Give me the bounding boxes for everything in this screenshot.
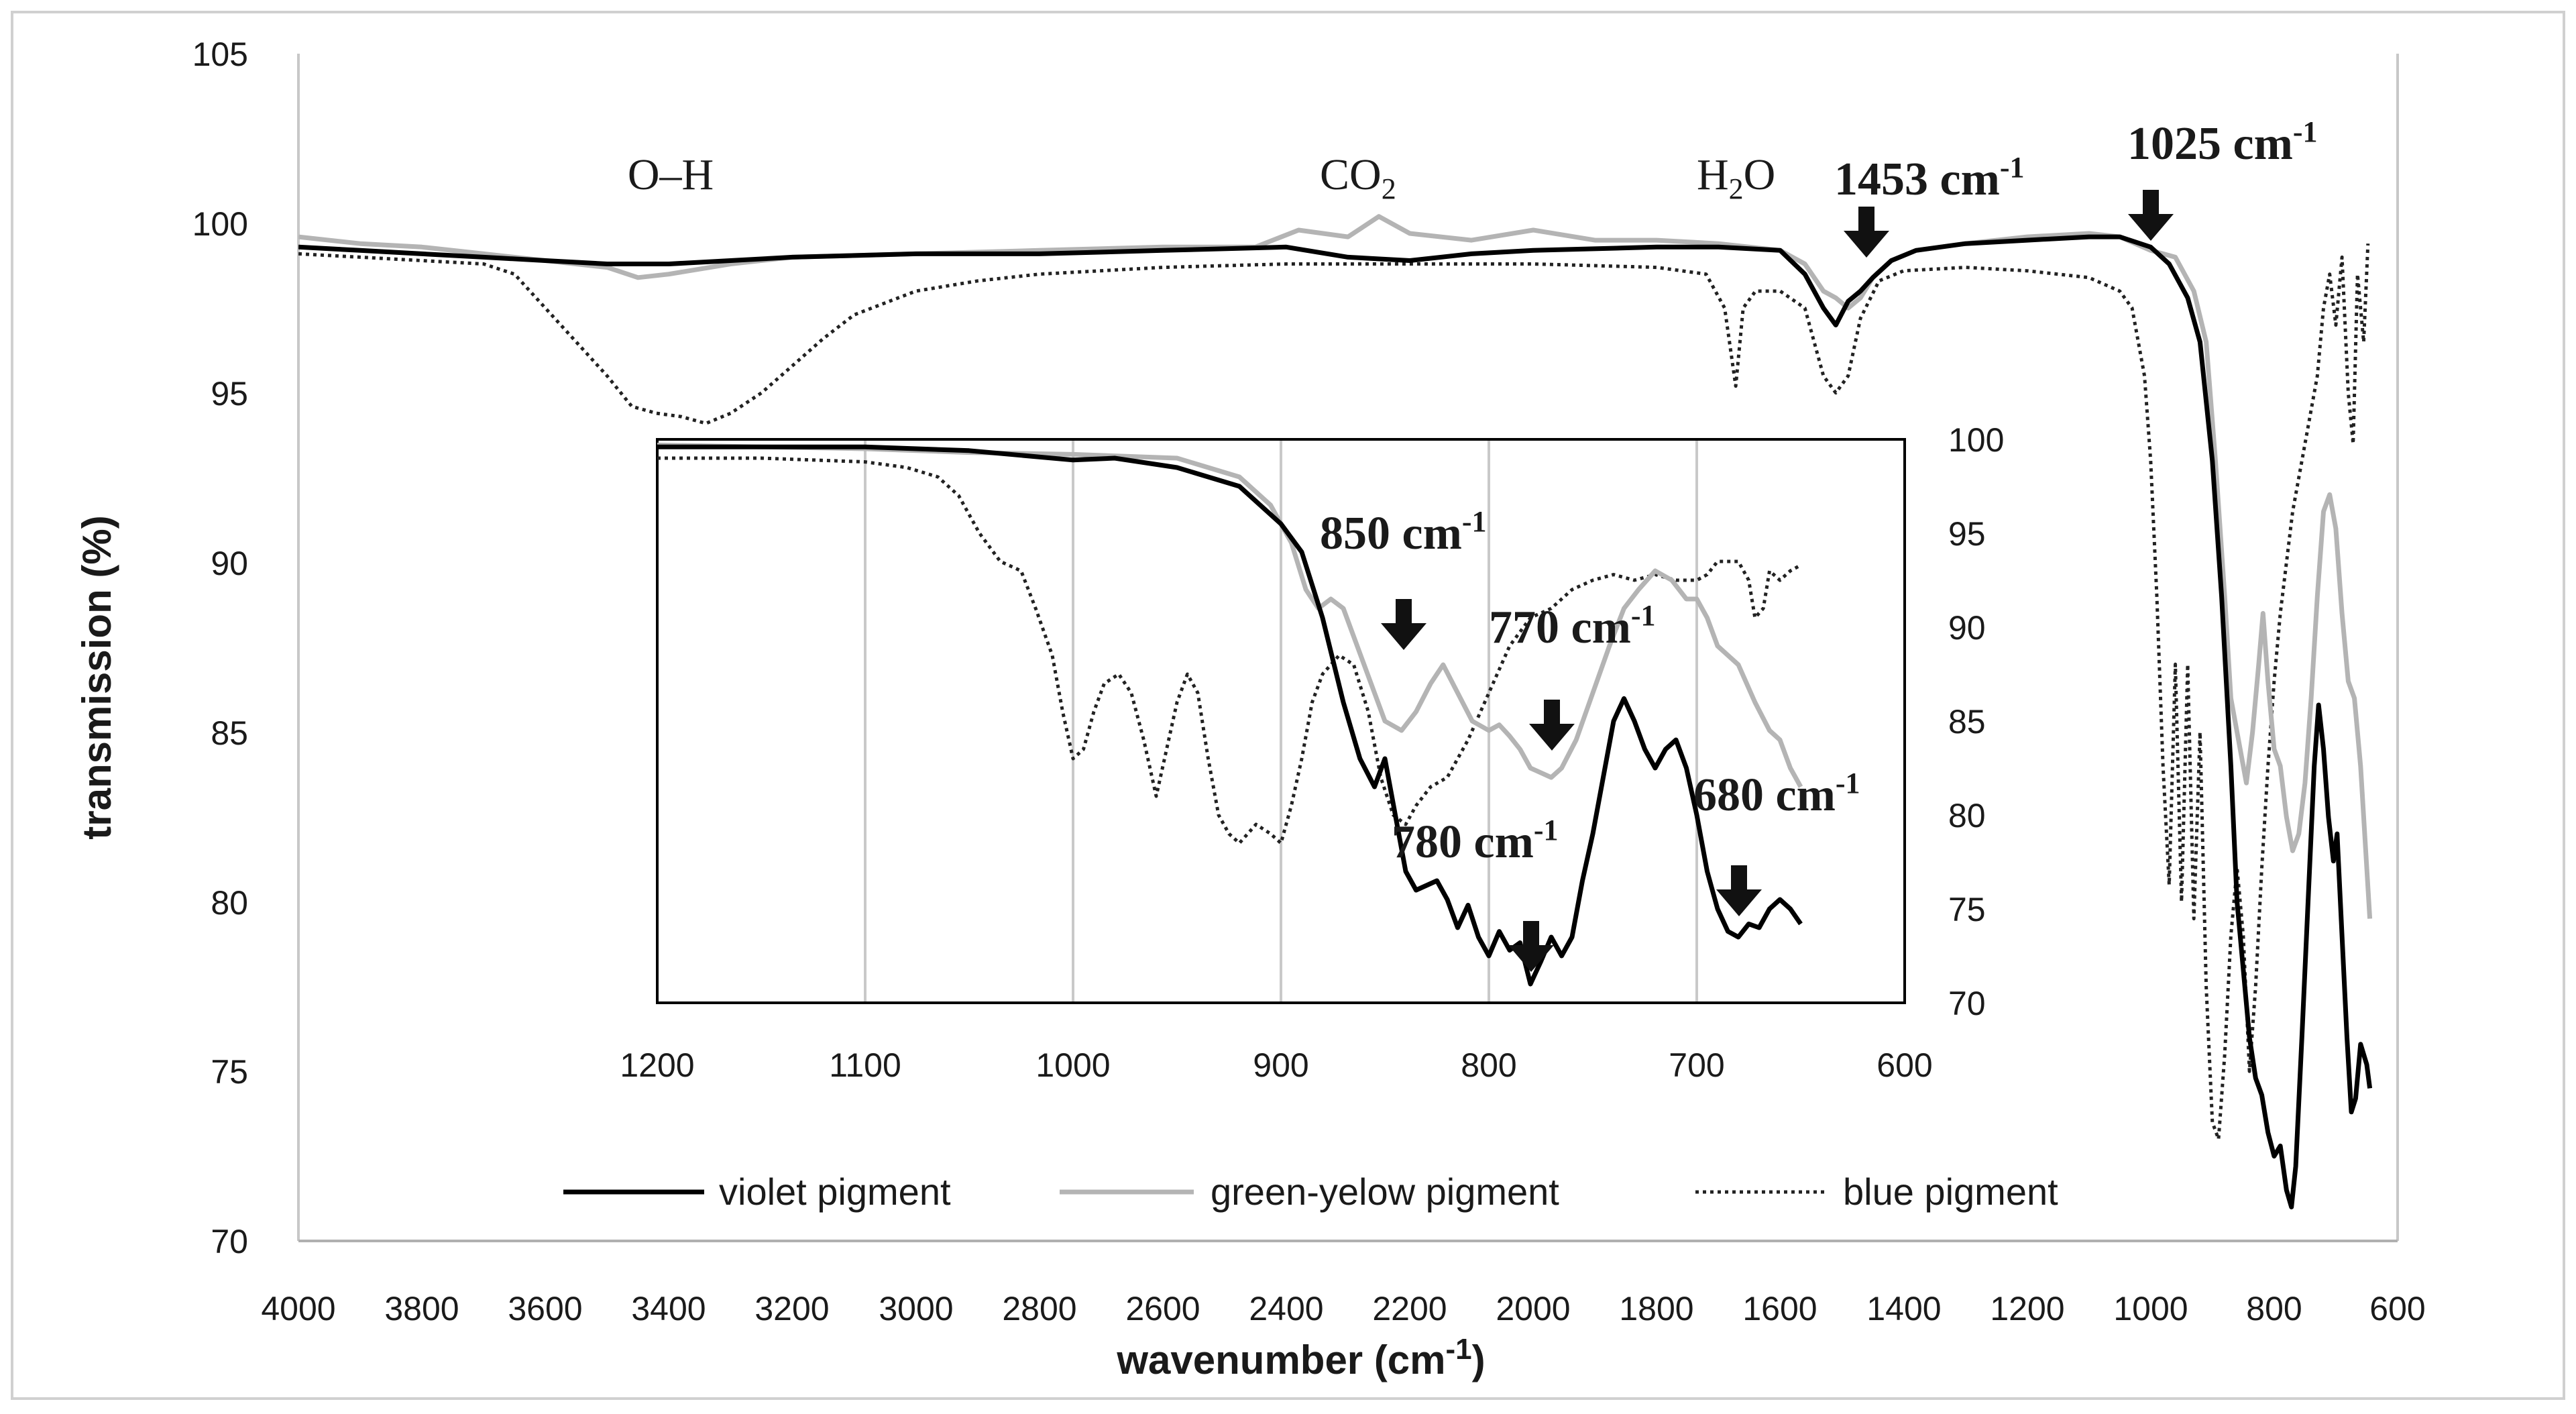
inset-plot: 1200 1100 1000 900 800 700 600 70 75 80 … xyxy=(620,421,2004,1084)
y-axis-title: transmission (%) xyxy=(74,515,119,839)
inset-xtick-label: 1000 xyxy=(1035,1046,1110,1084)
main-xtick-label: 800 xyxy=(2246,1290,2302,1327)
inset-ytick-label: 100 xyxy=(1948,421,2004,459)
main-xtick-label: 600 xyxy=(2369,1290,2425,1327)
series-line-violet-pigment xyxy=(298,234,2373,1209)
inset-xtick-label: 600 xyxy=(1877,1046,1932,1084)
main-ytick-label: 75 xyxy=(211,1053,248,1091)
annotation-1453: 1453 cm-1 xyxy=(1834,151,2025,205)
main-xtick-label: 3200 xyxy=(754,1290,829,1327)
main-xtick-label: 2400 xyxy=(1249,1290,1323,1327)
main-ytick-label: 70 xyxy=(211,1223,248,1260)
inset-ytick-label: 70 xyxy=(1948,985,1986,1022)
main-ytick-label: 95 xyxy=(211,375,248,413)
main-x-ticks: 4000 3800 3600 3400 3200 3000 2800 2600 … xyxy=(261,1290,2425,1327)
annotation-co2: CO2 xyxy=(1320,150,1396,205)
main-plot: 70 75 80 85 90 95 100 105 4000 3800 3600… xyxy=(74,36,2426,1382)
legend-label-violet: violet pigment xyxy=(719,1171,951,1213)
annotation-1025: 1025 cm-1 xyxy=(2127,115,2318,170)
main-ytick-label: 85 xyxy=(211,714,248,752)
main-xtick-label: 3800 xyxy=(384,1290,459,1327)
arrow-1453-icon xyxy=(1844,207,1889,258)
main-xtick-label: 1800 xyxy=(1619,1290,1693,1327)
inset-xtick-label: 700 xyxy=(1669,1046,1724,1084)
main-xtick-label: 4000 xyxy=(261,1290,335,1327)
main-xtick-label: 2000 xyxy=(1496,1290,1570,1327)
inset-ytick-label: 80 xyxy=(1948,797,1986,834)
main-ytick-label: 105 xyxy=(192,36,248,73)
main-xtick-label: 2800 xyxy=(1002,1290,1076,1327)
legend-label-blue: blue pigment xyxy=(1843,1171,2058,1213)
legend: violet pigment green-yelow pigment blue … xyxy=(563,1171,2058,1213)
main-ytick-label: 90 xyxy=(211,545,248,582)
annotation-h2o: H2O xyxy=(1697,150,1775,205)
main-xtick-label: 2200 xyxy=(1372,1290,1447,1327)
inset-ytick-label: 85 xyxy=(1948,703,1986,741)
legend-label-green-yellow: green-yelow pigment xyxy=(1211,1171,1559,1213)
inset-frame xyxy=(656,438,1906,1004)
inset-xtick-label: 1200 xyxy=(620,1046,694,1084)
arrow-680-icon xyxy=(1716,865,1762,916)
annotation-850: 850 cm-1 xyxy=(1320,505,1487,559)
series-line-blue-pigment xyxy=(298,243,2370,1141)
arrow-850-icon xyxy=(1381,599,1426,650)
main-y-ticks: 70 75 80 85 90 95 100 105 xyxy=(192,36,248,1260)
main-xtick-label: 1600 xyxy=(1742,1290,1817,1327)
x-axis-title: wavenumber (cm-1) xyxy=(1116,1333,1485,1382)
main-xtick-label: 3000 xyxy=(879,1290,953,1327)
inset-y-ticks: 70 75 80 85 90 95 100 xyxy=(1948,421,2004,1022)
main-xtick-label: 2600 xyxy=(1125,1290,1200,1327)
inset-ytick-label: 95 xyxy=(1948,515,1986,553)
arrow-770-icon xyxy=(1529,700,1575,751)
annotation-770: 770 cm-1 xyxy=(1489,599,1656,653)
arrow-1025-icon xyxy=(2128,190,2174,241)
main-ytick-label: 80 xyxy=(211,884,248,922)
inset-xtick-label: 900 xyxy=(1253,1046,1308,1084)
annotation-oh: O–H xyxy=(628,150,714,199)
main-xtick-label: 1000 xyxy=(2113,1290,2188,1327)
inset-series-line-blue-pigment xyxy=(657,456,1802,845)
annotation-780: 780 cm-1 xyxy=(1392,814,1559,868)
main-ytick-label: 100 xyxy=(192,205,248,243)
inset-xtick-label: 800 xyxy=(1461,1046,1516,1084)
annotation-680: 680 cm-1 xyxy=(1693,767,1860,821)
main-series-group xyxy=(298,214,2373,1209)
main-xtick-label: 1400 xyxy=(1866,1290,1941,1327)
inset-xtick-label: 1100 xyxy=(829,1046,901,1084)
main-xtick-label: 3600 xyxy=(508,1290,582,1327)
arrow-780-icon xyxy=(1508,921,1554,972)
inset-gridlines xyxy=(864,439,1698,1003)
inset-ytick-label: 75 xyxy=(1948,891,1986,928)
inset-x-ticks: 1200 1100 1000 900 800 700 600 xyxy=(620,1046,1932,1084)
main-xtick-label: 1200 xyxy=(1990,1290,2064,1327)
inset-ytick-label: 90 xyxy=(1948,609,1986,647)
main-xtick-label: 3400 xyxy=(631,1290,706,1327)
